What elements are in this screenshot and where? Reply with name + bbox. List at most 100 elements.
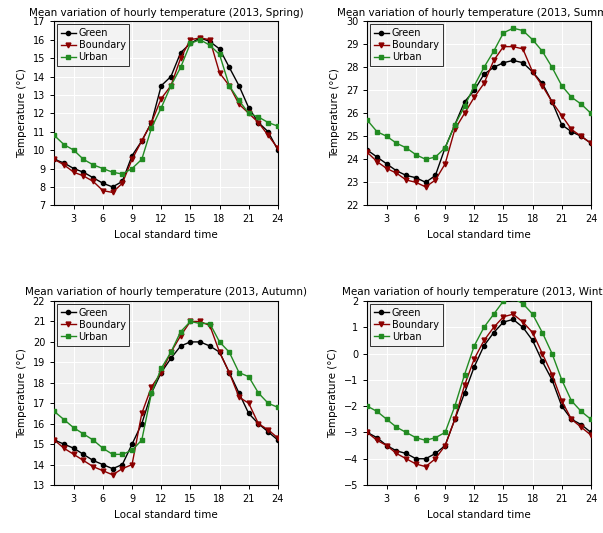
Boundary	[109, 189, 116, 196]
Green	[471, 364, 478, 370]
Green	[403, 172, 410, 179]
Green	[441, 144, 449, 151]
Boundary	[441, 161, 449, 167]
Boundary	[510, 43, 517, 50]
Green	[451, 122, 458, 128]
Boundary	[481, 80, 488, 87]
Green	[109, 184, 116, 190]
Boundary	[549, 372, 556, 378]
Boundary	[128, 462, 136, 468]
Boundary	[80, 457, 87, 464]
Y-axis label: Temperature (°C): Temperature (°C)	[330, 68, 340, 158]
Boundary	[235, 394, 242, 400]
Green	[412, 456, 420, 462]
Boundary	[403, 456, 410, 462]
Green	[138, 138, 145, 144]
Title: Mean variation of hourly temperature (2013, Winter): Mean variation of hourly temperature (20…	[341, 287, 603, 297]
Line: Green: Green	[52, 36, 280, 189]
Urban	[274, 404, 282, 410]
Boundary	[245, 400, 252, 407]
Boundary	[274, 435, 282, 441]
Title: Mean variation of hourly temperature (2013, Autumn): Mean variation of hourly temperature (20…	[25, 287, 307, 297]
Boundary	[471, 356, 478, 362]
Urban	[216, 338, 223, 345]
Urban	[510, 25, 517, 31]
Boundary	[226, 369, 233, 376]
Urban	[412, 151, 420, 158]
Boundary	[197, 35, 204, 41]
Green	[519, 60, 526, 66]
Urban	[393, 140, 400, 147]
Boundary	[226, 83, 233, 89]
Legend: Green, Boundary, Urban: Green, Boundary, Urban	[57, 24, 130, 66]
Boundary	[383, 165, 390, 172]
Urban	[255, 114, 262, 120]
Green	[265, 128, 272, 135]
Urban	[441, 429, 449, 435]
Green	[167, 74, 174, 80]
Green	[441, 442, 449, 449]
Green	[235, 390, 242, 396]
Boundary	[529, 329, 536, 336]
Green	[109, 465, 116, 472]
Urban	[70, 147, 77, 154]
Green	[510, 316, 517, 322]
Urban	[245, 110, 252, 117]
Boundary	[422, 463, 429, 470]
Green	[80, 169, 87, 175]
Urban	[177, 64, 185, 70]
Green	[206, 343, 213, 349]
Boundary	[99, 188, 107, 194]
Line: Green: Green	[52, 340, 280, 471]
Green	[99, 462, 107, 468]
Urban	[519, 301, 526, 307]
Urban	[471, 343, 478, 349]
Boundary	[235, 101, 242, 107]
X-axis label: Local standard time: Local standard time	[428, 510, 531, 520]
Urban	[148, 125, 155, 131]
Boundary	[578, 424, 585, 430]
Green	[157, 83, 165, 89]
Green	[197, 35, 204, 41]
Boundary	[519, 319, 526, 325]
Green	[587, 429, 595, 435]
Boundary	[157, 95, 165, 102]
Urban	[373, 128, 380, 135]
Green	[274, 147, 282, 154]
Green	[70, 445, 77, 451]
Urban	[422, 156, 429, 163]
Urban	[216, 51, 223, 58]
Boundary	[558, 398, 566, 404]
Green	[255, 421, 262, 427]
Urban	[538, 48, 546, 54]
Boundary	[197, 318, 204, 325]
X-axis label: Local standard time: Local standard time	[114, 510, 218, 520]
Green	[119, 462, 126, 468]
Boundary	[119, 465, 126, 472]
Boundary	[481, 337, 488, 344]
Boundary	[500, 313, 507, 320]
Boundary	[60, 445, 68, 451]
Green	[490, 64, 497, 70]
Y-axis label: Temperature (°C): Temperature (°C)	[17, 348, 27, 438]
Urban	[245, 374, 252, 380]
Green	[500, 60, 507, 66]
Green	[60, 441, 68, 447]
Boundary	[245, 110, 252, 117]
Boundary	[167, 349, 174, 356]
Green	[578, 422, 585, 428]
Boundary	[432, 456, 439, 462]
Line: Boundary: Boundary	[365, 44, 593, 189]
Boundary	[51, 156, 58, 163]
Urban	[432, 154, 439, 160]
Green	[510, 57, 517, 63]
Green	[364, 429, 371, 435]
Boundary	[138, 410, 145, 417]
Boundary	[128, 156, 136, 163]
Boundary	[255, 421, 262, 427]
Green	[481, 71, 488, 77]
Urban	[481, 324, 488, 330]
Green	[412, 174, 420, 181]
Boundary	[412, 461, 420, 467]
Green	[432, 172, 439, 179]
